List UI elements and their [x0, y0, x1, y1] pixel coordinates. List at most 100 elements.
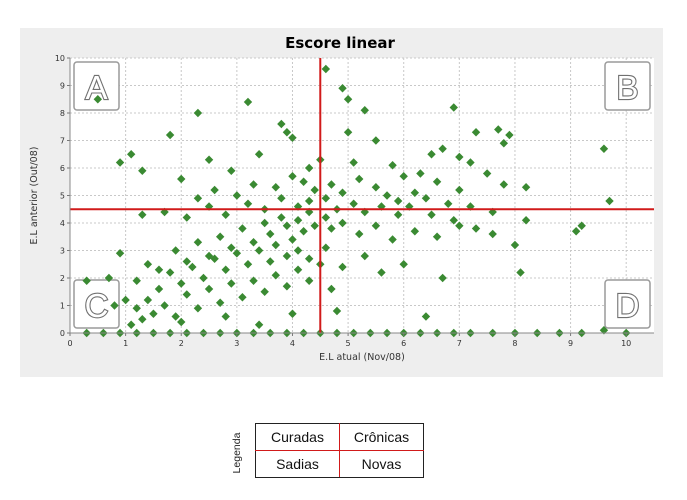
data-point [221, 265, 230, 274]
legend-cell-sadias: Sadias [255, 450, 340, 478]
data-point [277, 213, 286, 222]
data-point [288, 309, 297, 318]
x-tick-label: 8 [512, 339, 517, 348]
data-point [177, 174, 186, 184]
data-point [577, 221, 586, 230]
quadrant-label-b: B [616, 69, 638, 106]
y-tick-label: 5 [60, 192, 65, 201]
data-point [104, 273, 114, 283]
legend-title-text: Legenda [231, 432, 243, 474]
scatter-chart: Escore linear A BC D 0 1 2 3 4 5 6 7 8 9 10012345678… [29, 34, 654, 363]
data-point [499, 180, 509, 189]
data-point [243, 260, 253, 269]
data-point [138, 315, 147, 324]
x-tick-label: 10 [621, 339, 631, 348]
data-point [393, 210, 403, 219]
data-point [377, 268, 386, 277]
y-tick-label: 8 [60, 109, 65, 118]
data-point [254, 246, 264, 255]
x-tick-label: 6 [401, 339, 406, 348]
y-tick-label: 6 [60, 164, 65, 173]
data-point [488, 229, 497, 239]
data-point [355, 174, 364, 184]
data-point [321, 243, 331, 252]
data-point [432, 232, 442, 241]
data-point [421, 312, 431, 321]
data-point [215, 232, 225, 241]
data-point [332, 306, 342, 316]
data-point [410, 227, 420, 236]
data-point [410, 188, 420, 197]
data-point [271, 240, 280, 250]
x-tick-label: 9 [568, 339, 573, 348]
data-point [121, 295, 130, 305]
data-point [282, 251, 292, 261]
data-point [266, 257, 275, 266]
data-point [599, 326, 609, 335]
data-point [177, 279, 186, 288]
axes: 0 1 2 3 4 5 6 7 8 9 10 0 1 2 3 4 5 6 7 8 9 10 [55, 54, 654, 348]
data-point [193, 238, 203, 247]
data-point [360, 251, 369, 261]
data-point [249, 238, 258, 247]
data-point [455, 221, 464, 230]
chart-title: Escore linear [285, 34, 395, 52]
data-point [227, 243, 236, 252]
data-point [243, 199, 253, 208]
data-point [321, 213, 331, 222]
data-point [126, 150, 136, 159]
quadrant-label-d: D [616, 287, 640, 324]
y-tick-label: 4 [60, 219, 65, 228]
data-point [82, 276, 91, 285]
data-point [293, 216, 303, 225]
legend-cell-curadas: Curadas [255, 423, 340, 451]
data-point [299, 177, 308, 186]
data-point [210, 185, 219, 195]
data-point [288, 235, 297, 244]
data-point [132, 304, 141, 313]
data-point [371, 183, 381, 192]
data-point [232, 191, 242, 200]
y-axis-title: E.L anterior (Out/08) [29, 147, 40, 245]
data-point [288, 172, 297, 181]
data-point [271, 271, 280, 280]
data-point [227, 279, 236, 288]
data-point [266, 229, 275, 239]
data-point [227, 166, 236, 175]
data-point [154, 265, 164, 274]
data-point [299, 227, 308, 236]
data-point [438, 273, 447, 283]
data-point [321, 64, 331, 74]
x-axis-title: E.L atual (Nov/08) [319, 352, 405, 363]
grid-lines [70, 57, 654, 333]
data-point [482, 169, 492, 178]
data-point [221, 312, 230, 321]
data-point [338, 84, 347, 93]
data-point [182, 257, 191, 266]
data-point [143, 295, 153, 305]
data-point [232, 249, 242, 258]
data-point [188, 262, 197, 272]
y-tick-label: 1 [60, 302, 65, 311]
data-point [349, 158, 358, 167]
data-point [126, 320, 136, 329]
data-point [249, 180, 258, 189]
data-point [193, 108, 203, 118]
data-point [154, 284, 164, 294]
data-point [182, 290, 191, 299]
data-point [249, 276, 258, 285]
y-tick-label: 3 [60, 247, 65, 256]
data-point [571, 227, 581, 236]
data-point [304, 196, 314, 206]
data-point [238, 293, 247, 302]
legend-cell-cronicas: Crônicas [339, 423, 424, 451]
data-point [238, 224, 247, 233]
data-point [165, 130, 175, 140]
data-point [427, 210, 436, 219]
data-point [349, 199, 358, 208]
data-point [149, 309, 158, 318]
data-point [338, 262, 347, 272]
data-point [277, 194, 286, 203]
data-point [444, 199, 453, 208]
